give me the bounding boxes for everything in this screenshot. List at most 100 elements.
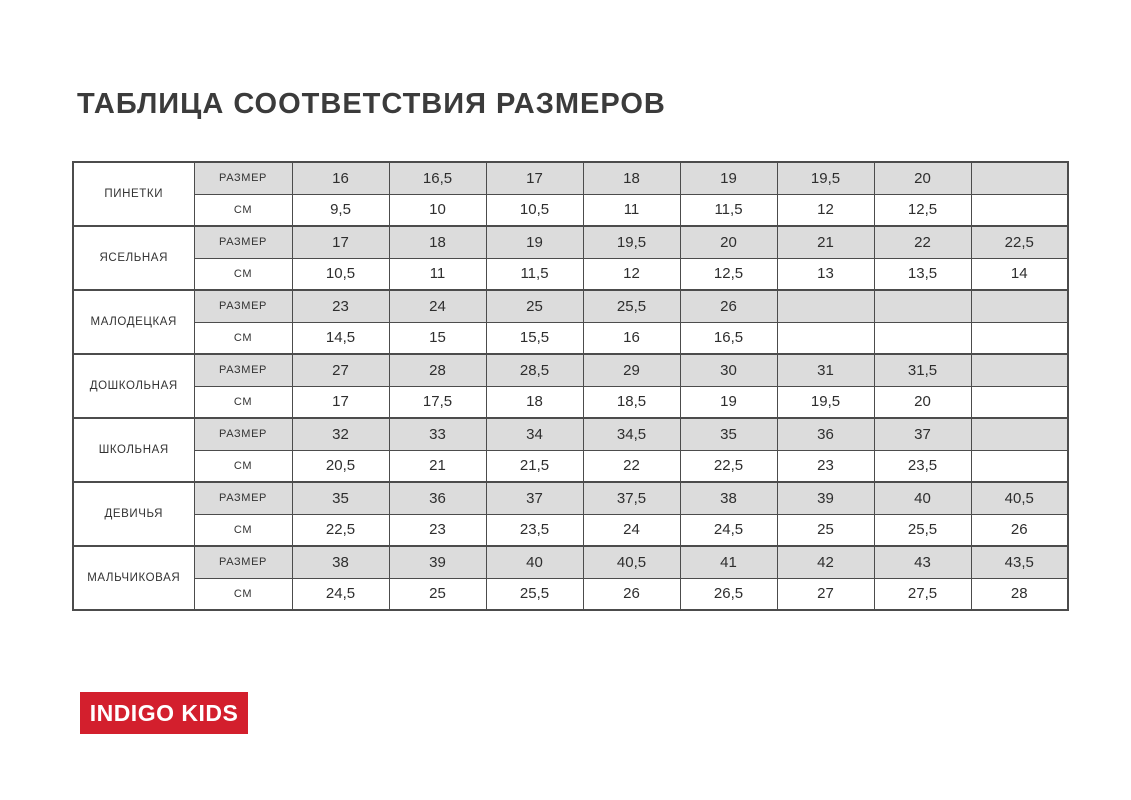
category-cell: ДЕВИЧЬЯ [72, 481, 195, 547]
size-value-cell: 22,5 [970, 225, 1069, 259]
cm-value-cell: 11 [582, 193, 681, 227]
row-label-size: РАЗМЕР [193, 417, 293, 451]
size-value-cell: 19 [679, 161, 778, 195]
row-label-cm: СМ [193, 257, 293, 291]
cm-value-cell: 12 [582, 257, 681, 291]
table-row-cm: СМ 24,5 25 25,5 26 26,5 27 27,5 28 [73, 577, 1069, 611]
size-value-cell [776, 289, 875, 323]
cm-value-cell: 14,5 [291, 321, 390, 355]
size-value-cell [970, 417, 1069, 451]
cm-value-cell: 21 [388, 449, 487, 483]
cm-value-cell: 19,5 [776, 385, 875, 419]
cm-value-cell: 24,5 [291, 577, 390, 611]
size-value-cell: 31,5 [873, 353, 972, 387]
brand-logo-text: INDIGO KIDS [89, 699, 239, 726]
size-value-cell: 39 [388, 545, 487, 579]
size-value-cell: 35 [679, 417, 778, 451]
cm-value-cell: 27 [776, 577, 875, 611]
row-label-size: РАЗМЕР [193, 289, 293, 323]
cm-value-cell [776, 321, 875, 355]
cm-value-cell [970, 193, 1069, 227]
cm-value-cell: 16,5 [679, 321, 778, 355]
cm-value-cell: 23,5 [873, 449, 972, 483]
size-value-cell: 40 [873, 481, 972, 515]
size-value-cell: 17 [291, 225, 390, 259]
cm-value-cell: 11,5 [679, 193, 778, 227]
size-value-cell: 22 [873, 225, 972, 259]
cm-value-cell: 22,5 [679, 449, 778, 483]
row-label-size: РАЗМЕР [193, 545, 293, 579]
table-row-size: МАЛОДЕЦКАЯ РАЗМЕР 23 24 25 25,5 26 [72, 289, 1069, 355]
table-row-cm: СМ 17 17,5 18 18,5 19 19,5 20 [73, 385, 1069, 419]
size-value-cell: 34 [485, 417, 584, 451]
size-value-cell: 30 [679, 353, 778, 387]
cm-value-cell: 15,5 [485, 321, 584, 355]
cm-value-cell [970, 321, 1069, 355]
cm-value-cell: 13,5 [873, 257, 972, 291]
size-value-cell: 35 [291, 481, 390, 515]
table-row-size: ПИНЕТКИ РАЗМЕР 16 16,5 17 18 19 19,5 20 [72, 161, 1069, 227]
size-value-cell: 32 [291, 417, 390, 451]
cm-value-cell: 24,5 [679, 513, 778, 547]
size-value-cell: 27 [291, 353, 390, 387]
size-value-cell: 33 [388, 417, 487, 451]
size-value-cell: 16 [291, 161, 390, 195]
cm-value-cell: 22,5 [291, 513, 390, 547]
size-value-cell: 25 [485, 289, 584, 323]
size-value-cell: 37 [873, 417, 972, 451]
cm-value-cell: 27,5 [873, 577, 972, 611]
cm-value-cell [873, 321, 972, 355]
size-value-cell: 28,5 [485, 353, 584, 387]
category-cell: МАЛЬЧИКОВАЯ [72, 545, 195, 611]
size-value-cell [873, 289, 972, 323]
category-cell: ШКОЛЬНАЯ [72, 417, 195, 483]
size-value-cell: 25,5 [582, 289, 681, 323]
size-value-cell: 41 [679, 545, 778, 579]
cm-value-cell: 15 [388, 321, 487, 355]
size-value-cell: 24 [388, 289, 487, 323]
table-row-size: ДЕВИЧЬЯ РАЗМЕР 35 36 37 37,5 38 39 40 40,5 [72, 481, 1069, 547]
cm-value-cell: 25 [388, 577, 487, 611]
table-row-cm: СМ 9,5 10 10,5 11 11,5 12 12,5 [73, 193, 1069, 227]
category-cell: ДОШКОЛЬНАЯ [72, 353, 195, 419]
cm-value-cell: 19 [679, 385, 778, 419]
table-row-size: ЯСЕЛЬНАЯ РАЗМЕР 17 18 19 19,5 20 21 22 22,5 [72, 225, 1069, 291]
size-value-cell: 40,5 [970, 481, 1069, 515]
brand-logo: INDIGO KIDS [80, 692, 248, 734]
cm-value-cell: 9,5 [291, 193, 390, 227]
cm-value-cell: 10 [388, 193, 487, 227]
size-value-cell: 19,5 [582, 225, 681, 259]
row-label-cm: СМ [193, 577, 293, 611]
size-value-cell: 42 [776, 545, 875, 579]
size-value-cell: 43 [873, 545, 972, 579]
size-value-cell: 36 [388, 481, 487, 515]
table-row-cm: СМ 14,5 15 15,5 16 16,5 [73, 321, 1069, 355]
cm-value-cell: 11,5 [485, 257, 584, 291]
cm-value-cell: 20 [873, 385, 972, 419]
size-value-cell [970, 353, 1069, 387]
size-value-cell: 38 [679, 481, 778, 515]
cm-value-cell: 18,5 [582, 385, 681, 419]
cm-value-cell: 14 [970, 257, 1069, 291]
cm-value-cell: 17,5 [388, 385, 487, 419]
cm-value-cell: 17 [291, 385, 390, 419]
cm-value-cell: 25,5 [485, 577, 584, 611]
cm-value-cell: 26 [582, 577, 681, 611]
cm-value-cell: 12,5 [679, 257, 778, 291]
table-row-size: ДОШКОЛЬНАЯ РАЗМЕР 27 28 28,5 29 30 31 31,5 [72, 353, 1069, 419]
size-value-cell: 18 [388, 225, 487, 259]
size-value-cell: 19,5 [776, 161, 875, 195]
size-value-cell: 38 [291, 545, 390, 579]
table-row-cm: СМ 22,5 23 23,5 24 24,5 25 25,5 26 [73, 513, 1069, 547]
size-value-cell: 18 [582, 161, 681, 195]
cm-value-cell: 22 [582, 449, 681, 483]
size-value-cell: 20 [679, 225, 778, 259]
size-value-cell: 17 [485, 161, 584, 195]
size-value-cell [970, 289, 1069, 323]
size-value-cell: 40,5 [582, 545, 681, 579]
size-value-cell: 19 [485, 225, 584, 259]
row-label-cm: СМ [193, 513, 293, 547]
table-row-size: ШКОЛЬНАЯ РАЗМЕР 32 33 34 34,5 35 36 37 [72, 417, 1069, 483]
size-value-cell: 31 [776, 353, 875, 387]
size-value-cell: 21 [776, 225, 875, 259]
